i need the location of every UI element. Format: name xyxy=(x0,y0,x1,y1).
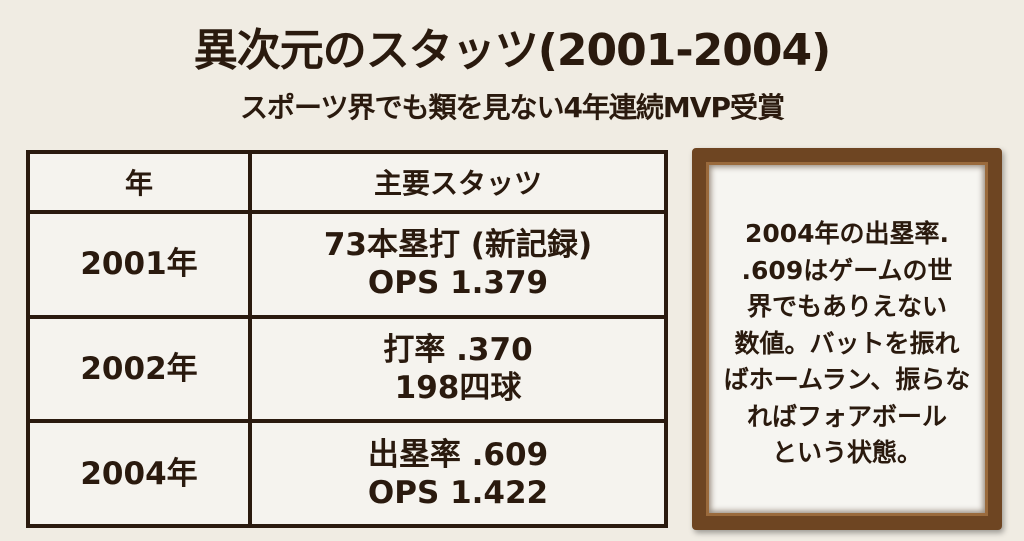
year-cell: 2002年 xyxy=(26,314,252,424)
note-text: 2004年の出塁率. .609はゲームの世 界でもありえない 数値。バットを振れ… xyxy=(720,216,974,472)
stats-table: 年 主要スタッツ 2001年 73本塁打 (新記録) OPS 1.379 2002… xyxy=(26,150,668,528)
stats-cell: 打率 .370 198四球 xyxy=(248,314,668,424)
table-row: 2004年 出塁率 .609 OPS 1.422 xyxy=(26,419,668,528)
note-line: 数値。バットを振れ xyxy=(734,328,960,358)
stat-line: OPS 1.379 xyxy=(367,265,549,302)
stat-line: 出塁率 .609 xyxy=(367,436,549,473)
note-line: 界でもありえない xyxy=(746,292,947,321)
note-line: 2004年の出塁率. xyxy=(744,219,950,248)
note-line: という状態。 xyxy=(771,438,922,467)
table-header-row: 年 主要スタッツ xyxy=(26,150,668,214)
page-subtitle: スポーツ界でも類を見ない4年連続MVP受賞 xyxy=(240,91,785,124)
page-title: 異次元のスタッツ(2001-2004) xyxy=(193,25,831,76)
table-row: 2002年 打率 .370 198四球 xyxy=(26,314,668,424)
table-row: 2001年 73本塁打 (新記録) OPS 1.379 xyxy=(26,210,668,319)
stat-line: 198四球 xyxy=(394,369,522,406)
stat-line: OPS 1.422 xyxy=(367,474,549,511)
stat-line: 73本塁打 (新記録) xyxy=(323,227,593,264)
year-cell: 2001年 xyxy=(26,210,252,319)
stat-line: 打率 .370 xyxy=(383,331,533,368)
stats-cell: 73本塁打 (新記録) OPS 1.379 xyxy=(248,210,668,319)
header-stats: 主要スタッツ xyxy=(248,150,668,214)
note-line: .609はゲームの世 xyxy=(741,255,953,285)
note-line: ればフォアボール xyxy=(746,401,947,431)
note-frame: 2004年の出塁率. .609はゲームの世 界でもありえない 数値。バットを振れ… xyxy=(692,148,1002,530)
note-line: ばホームラン、振らな xyxy=(723,365,971,394)
year-cell: 2004年 xyxy=(26,419,252,528)
header-year: 年 xyxy=(26,150,252,214)
stats-cell: 出塁率 .609 OPS 1.422 xyxy=(248,419,668,528)
